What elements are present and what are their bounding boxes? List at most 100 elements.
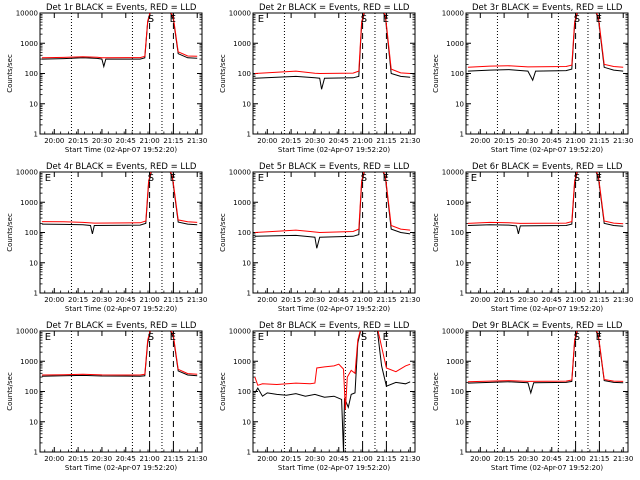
y-tick-label: 1000 [446, 358, 464, 366]
plot-area [41, 172, 198, 293]
series-events [254, 331, 411, 452]
y-tick-label: 1000 [20, 199, 38, 207]
y-tick-label: 10000 [442, 10, 464, 18]
y-tick-label: 100 [25, 229, 38, 237]
y-tick-label: 100 [238, 229, 251, 237]
x-tick-label: 21:30 [613, 455, 633, 463]
x-tick-label: 21:30 [613, 137, 633, 145]
panel-title: Det 8r BLACK = Events, RED = LLD [259, 321, 410, 331]
plot-frame [39, 12, 203, 135]
x-axis-label: Start Time (02-Apr-07 19:52:20) [278, 305, 390, 313]
y-tick-label: 100 [451, 388, 464, 396]
event-marker: E [45, 173, 51, 184]
x-axis-label: Start Time (02-Apr-07 19:52:20) [491, 464, 603, 472]
x-tick-label: 20:00 [257, 455, 277, 463]
x-tick-label: 21:00 [139, 455, 159, 463]
panel-det-3: Det 3r BLACK = Events, RED = LLD 1 10 100 10… [432, 3, 633, 154]
panel-title: Det 3r BLACK = Events, RED = LLD [472, 3, 623, 13]
event-marker: E [596, 173, 602, 184]
event-marker: E [596, 332, 602, 343]
y-tick-label: 100 [238, 388, 251, 396]
x-tick-label: 20:30 [305, 455, 325, 463]
x-tick-label: 20:00 [470, 296, 490, 304]
y-tick-label: 1000 [233, 358, 251, 366]
x-tick-label: 20:45 [542, 137, 562, 145]
y-tick-label: 10 [455, 418, 464, 426]
y-tick-label: 1 [247, 131, 251, 139]
x-axis-label: Start Time (02-Apr-07 19:52:20) [278, 146, 390, 154]
event-marker: E [258, 332, 264, 343]
y-tick-label: 10000 [229, 169, 251, 177]
y-tick-label: 100 [238, 70, 251, 78]
x-tick-label: 20:00 [257, 296, 277, 304]
event-marker: S [148, 173, 154, 184]
event-marker: S [361, 173, 367, 184]
plot-frame [39, 330, 203, 453]
x-tick-label: 21:15 [589, 455, 609, 463]
x-tick-label: 21:30 [613, 296, 633, 304]
x-tick-label: 20:00 [44, 296, 64, 304]
y-tick-label: 1000 [446, 40, 464, 48]
x-axis-label: Start Time (02-Apr-07 19:52:20) [278, 464, 390, 472]
x-tick-label: 21:00 [139, 296, 159, 304]
x-tick-label: 20:15 [494, 137, 514, 145]
x-tick-label: 21:15 [589, 137, 609, 145]
series-lld [41, 172, 198, 224]
panel-det-7: Det 7r BLACK = Events, RED = LLD 1 10 100 10… [6, 321, 207, 472]
series-lld [254, 172, 411, 234]
plot-area [254, 331, 411, 452]
series-lld [467, 13, 624, 68]
y-tick-label: 100 [25, 70, 38, 78]
x-tick-label: 21:00 [565, 296, 585, 304]
y-tick-label: 10000 [442, 328, 464, 336]
y-tick-label: 1000 [233, 40, 251, 48]
event-marker: S [148, 14, 154, 25]
event-marker: E [170, 14, 176, 25]
y-tick-label: 100 [451, 229, 464, 237]
y-tick-label: 10 [242, 259, 251, 267]
y-tick-label: 10 [242, 100, 251, 108]
y-tick-label: 1000 [233, 199, 251, 207]
x-tick-label: 20:45 [116, 296, 136, 304]
y-axis-label: Counts/sec [219, 372, 227, 411]
event-marker: E [383, 332, 389, 343]
event-marker: E [258, 173, 264, 184]
y-tick-label: 10000 [16, 328, 38, 336]
event-marker: S [148, 332, 154, 343]
x-tick-label: 20:15 [494, 455, 514, 463]
x-tick-label: 20:15 [494, 296, 514, 304]
x-tick-label: 20:15 [68, 455, 88, 463]
x-tick-label: 21:00 [352, 455, 372, 463]
y-tick-label: 1 [460, 131, 464, 139]
series-lld [467, 331, 624, 383]
panel-title: Det 2r BLACK = Events, RED = LLD [259, 3, 410, 13]
plot-area [41, 13, 198, 134]
plot-area [467, 13, 624, 134]
x-tick-label: 20:30 [518, 296, 538, 304]
y-tick-label: 1 [247, 290, 251, 298]
x-axis-label: Start Time (02-Apr-07 19:52:20) [65, 464, 177, 472]
x-tick-label: 20:30 [92, 296, 112, 304]
y-tick-label: 1 [34, 131, 38, 139]
plot-frame [465, 330, 629, 453]
x-tick-label: 21:15 [163, 137, 183, 145]
x-tick-label: 20:45 [542, 455, 562, 463]
panel-title: Det 5r BLACK = Events, RED = LLD [259, 162, 410, 172]
y-tick-label: 1 [34, 449, 38, 457]
event-marker: E [471, 173, 477, 184]
y-tick-label: 10 [242, 418, 251, 426]
x-tick-label: 20:15 [68, 137, 88, 145]
y-axis-label: Counts/sec [6, 54, 14, 93]
plot-frame [465, 171, 629, 294]
y-tick-label: 10 [455, 100, 464, 108]
x-tick-label: 21:15 [376, 137, 396, 145]
x-tick-label: 20:30 [92, 137, 112, 145]
event-marker: E [596, 14, 602, 25]
plot-area [467, 172, 624, 293]
x-tick-label: 21:00 [565, 137, 585, 145]
x-tick-label: 21:30 [187, 296, 207, 304]
x-tick-label: 20:30 [92, 455, 112, 463]
x-tick-label: 20:45 [542, 296, 562, 304]
event-marker: S [574, 173, 580, 184]
y-tick-label: 10000 [229, 328, 251, 336]
